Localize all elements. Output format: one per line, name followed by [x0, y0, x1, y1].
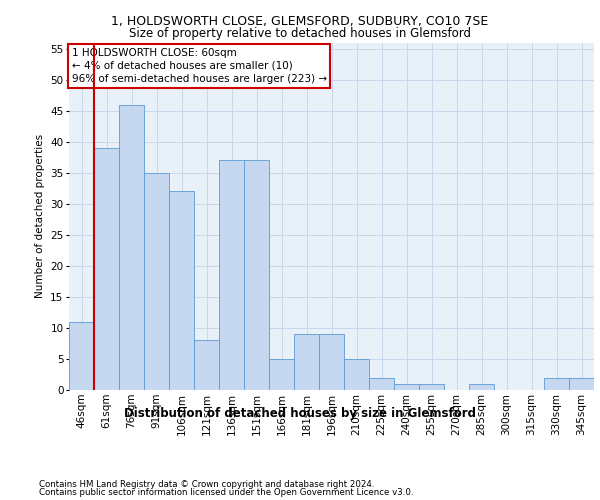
Bar	[94, 148, 119, 390]
Bar	[469, 384, 494, 390]
Bar	[344, 359, 369, 390]
Bar	[169, 192, 194, 390]
Bar	[394, 384, 419, 390]
Bar	[569, 378, 594, 390]
Bar	[194, 340, 219, 390]
Bar	[544, 378, 569, 390]
Text: 1 HOLDSWORTH CLOSE: 60sqm
← 4% of detached houses are smaller (10)
96% of semi-d: 1 HOLDSWORTH CLOSE: 60sqm ← 4% of detach…	[71, 48, 327, 84]
Text: Contains public sector information licensed under the Open Government Licence v3: Contains public sector information licen…	[39, 488, 413, 497]
Y-axis label: Number of detached properties: Number of detached properties	[35, 134, 44, 298]
Bar	[119, 104, 144, 390]
Text: Size of property relative to detached houses in Glemsford: Size of property relative to detached ho…	[129, 28, 471, 40]
Bar	[294, 334, 319, 390]
Bar	[69, 322, 94, 390]
Bar	[219, 160, 244, 390]
Bar	[244, 160, 269, 390]
Bar	[319, 334, 344, 390]
Bar	[144, 173, 169, 390]
Text: Distribution of detached houses by size in Glemsford: Distribution of detached houses by size …	[124, 408, 476, 420]
Bar	[369, 378, 394, 390]
Text: 1, HOLDSWORTH CLOSE, GLEMSFORD, SUDBURY, CO10 7SE: 1, HOLDSWORTH CLOSE, GLEMSFORD, SUDBURY,…	[112, 15, 488, 28]
Bar	[419, 384, 444, 390]
Text: Contains HM Land Registry data © Crown copyright and database right 2024.: Contains HM Land Registry data © Crown c…	[39, 480, 374, 489]
Bar	[269, 359, 294, 390]
